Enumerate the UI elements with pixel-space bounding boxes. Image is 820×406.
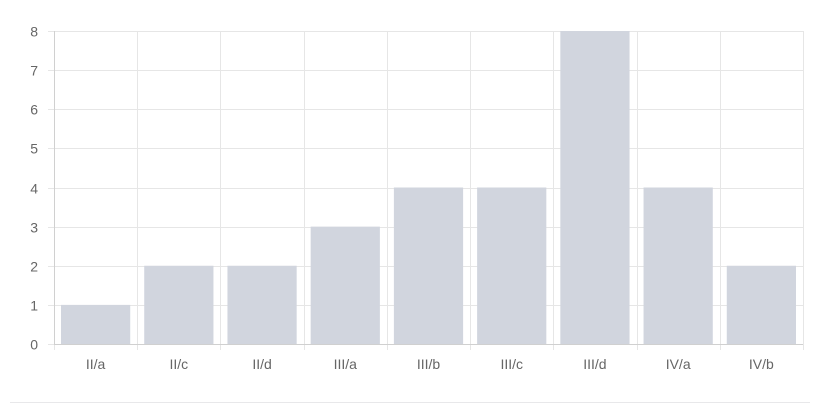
- x-tick-label: III/d: [583, 356, 606, 372]
- bar-ii-c: [144, 265, 214, 344]
- bar-iii-b: [393, 187, 464, 344]
- y-tick-label: 2: [30, 259, 38, 275]
- bar-ii-a: [61, 304, 131, 344]
- y-tick-label: 6: [30, 102, 38, 118]
- y-tick-label: 7: [30, 63, 38, 79]
- bar-iv-b: [726, 265, 796, 344]
- x-tick-label: III/a: [334, 356, 358, 372]
- bar-iii-d: [560, 31, 630, 344]
- y-tick-label: 8: [30, 24, 38, 40]
- bar-iii-c: [477, 187, 547, 344]
- x-axis-tick-labels: II/a II/c II/d III/a III/b III/c III/d IV/a IV/b: [86, 356, 774, 372]
- y-tick-label: 0: [30, 337, 38, 353]
- x-tick-label: III/c: [500, 356, 523, 372]
- axes: [54, 31, 803, 345]
- x-tick-label: IV/a: [666, 356, 691, 372]
- x-tick-label: II/d: [252, 356, 271, 372]
- x-tick-label: IV/b: [749, 356, 774, 372]
- card-bottom-divider: [10, 402, 810, 403]
- y-tick-label: 3: [30, 220, 38, 236]
- bar-iv-a: [643, 187, 713, 344]
- y-tick-label: 1: [30, 298, 38, 314]
- x-tick-label: II/c: [169, 356, 188, 372]
- y-tick-label: 5: [30, 141, 38, 157]
- y-tick-label: 4: [30, 181, 38, 197]
- x-tick-label: III/b: [417, 356, 441, 372]
- bars: [61, 31, 796, 344]
- y-axis-tick-labels: 0 1 2 3 4 5 6 7 8: [30, 24, 38, 353]
- bar-iii-a: [310, 226, 380, 344]
- bar-ii-d: [227, 265, 297, 344]
- x-tick-label: II/a: [86, 356, 106, 372]
